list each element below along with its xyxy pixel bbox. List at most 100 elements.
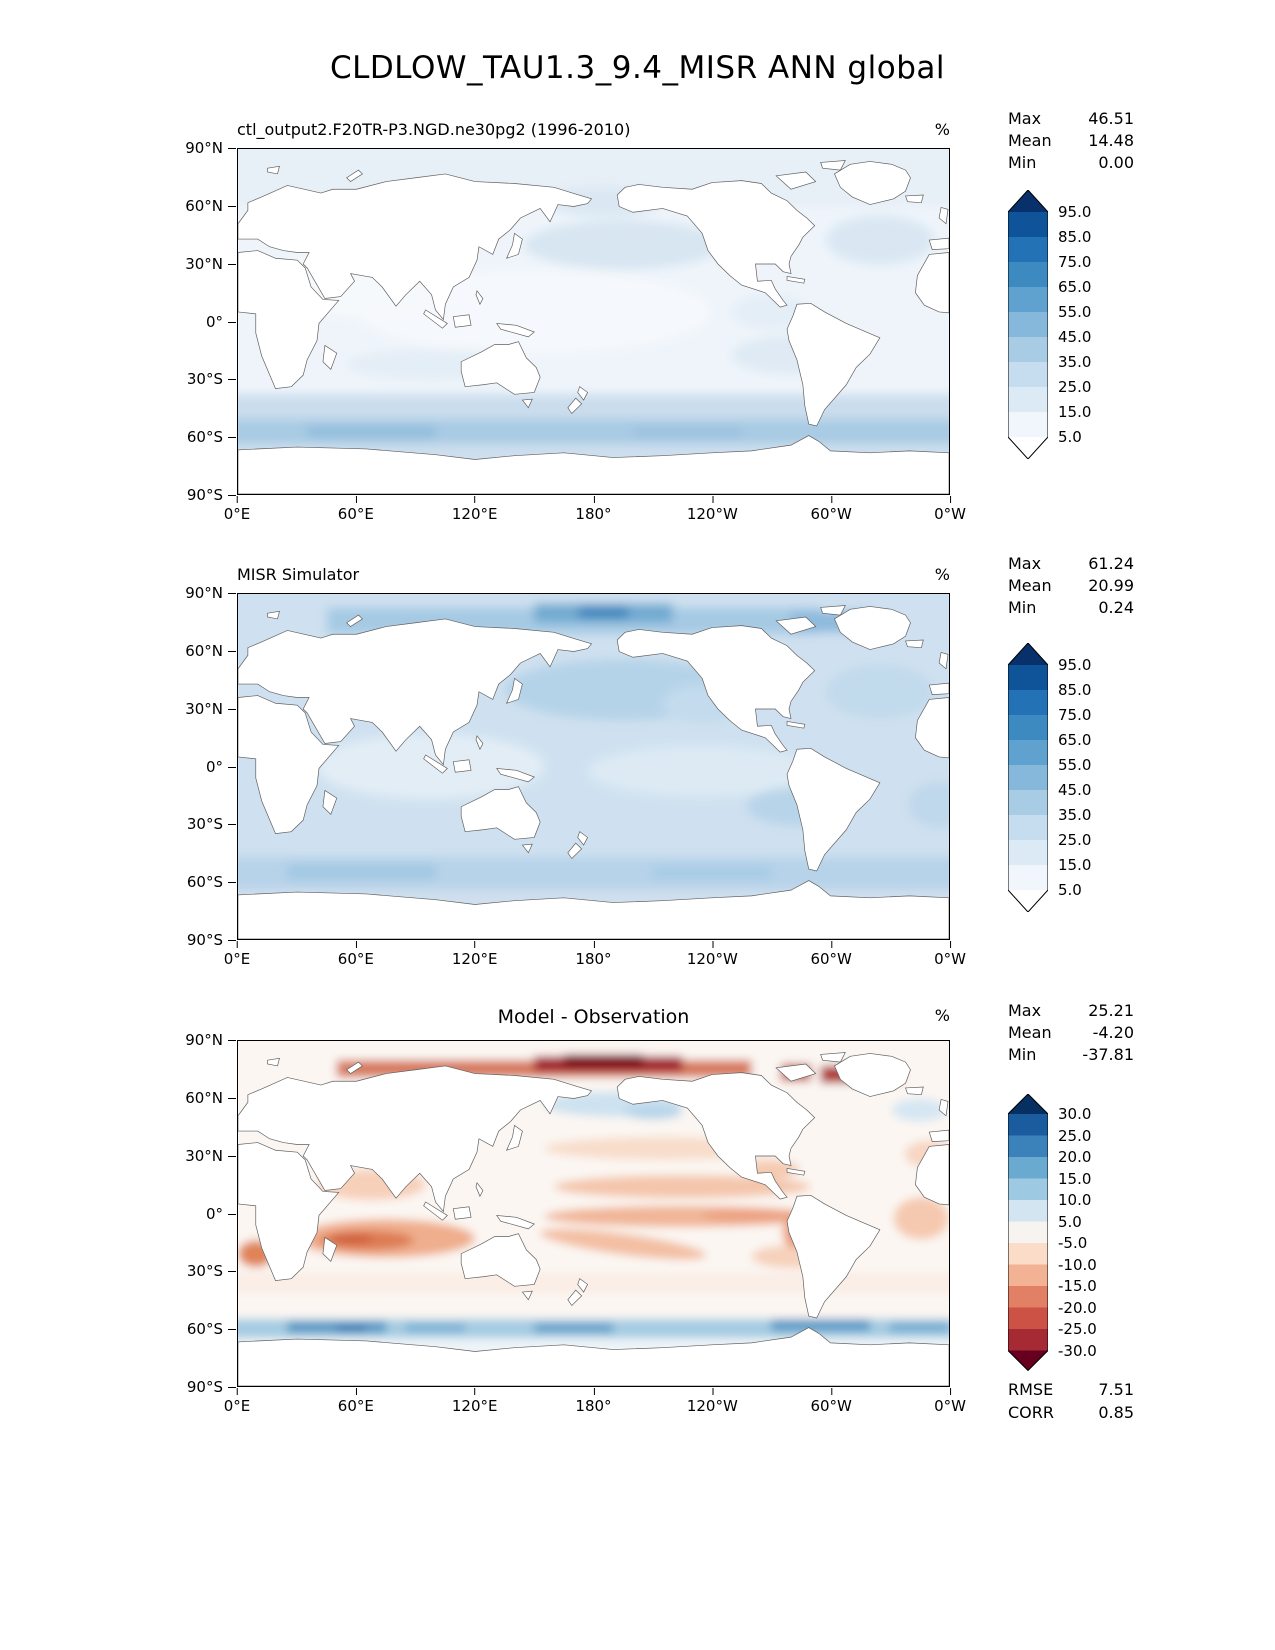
- x-tick-label: 180°: [575, 941, 612, 968]
- colorbar-segment: [1008, 765, 1048, 791]
- colorbar-svg: [1007, 1093, 1049, 1372]
- x-tick-label: 0°W: [934, 941, 966, 968]
- x-tick-label: 120°E: [451, 496, 498, 523]
- y-tick-label: 60°S: [186, 1320, 237, 1339]
- colorbar-segment: [1008, 312, 1048, 338]
- y-tick-label: 0°: [205, 757, 237, 776]
- panel-header: MISR Simulator %: [237, 565, 950, 584]
- stat-row: Mean -4.20: [1008, 1022, 1134, 1044]
- x-tick-label: 60°W: [810, 1388, 852, 1415]
- colorbar-tick-label: 25.0: [1058, 831, 1092, 849]
- stat-label: Max: [1008, 554, 1042, 573]
- colorbar-tick-label: 95.0: [1058, 656, 1092, 674]
- stat-row: Max 61.24: [1008, 553, 1134, 575]
- colorbar-segment: [1008, 715, 1048, 741]
- colorbar-tick-label: 75.0: [1058, 253, 1092, 271]
- colorbar-segment: [1008, 387, 1048, 413]
- stat-label: CORR: [1008, 1403, 1054, 1422]
- colorbar-segment: [1008, 412, 1048, 438]
- y-tick-label: 90°S: [186, 1378, 237, 1396]
- stat-row: Mean 20.99: [1008, 575, 1134, 597]
- y-tick-label: 30°S: [186, 815, 237, 834]
- x-tick-label: 60°W: [810, 496, 852, 523]
- y-tick-label: 90°N: [185, 139, 236, 157]
- colorbar-tick-label: 5.0: [1058, 428, 1082, 446]
- colorbar-segment: [1008, 362, 1048, 388]
- colorbar-tick-label: 75.0: [1058, 706, 1092, 724]
- stat-label: Mean: [1008, 131, 1052, 150]
- panel-title: MISR Simulator: [237, 565, 360, 584]
- stat-label: Max: [1008, 1001, 1042, 1020]
- colorbar-over-arrow: [1008, 1094, 1048, 1114]
- colorbar-tick-label: 25.0: [1058, 378, 1092, 396]
- y-tick-label: 0°: [205, 1204, 237, 1223]
- map-frame: [237, 593, 950, 940]
- stat-value: 0.00: [1098, 153, 1134, 172]
- stat-row: Min -37.81: [1008, 1044, 1134, 1066]
- colorbar-svg: [1007, 189, 1049, 460]
- y-tick-label: 30°N: [185, 1146, 236, 1165]
- colorbar-tick-label: -15.0: [1058, 1277, 1097, 1295]
- figure-title: CLDLOW_TAU1.3_9.4_MISR ANN global: [330, 50, 945, 86]
- colorbar-tick-label: 15.0: [1058, 403, 1092, 421]
- colorbar-segment: [1008, 1114, 1048, 1136]
- x-tick-label: 120°E: [451, 941, 498, 968]
- colorbar-segment: [1008, 1264, 1048, 1287]
- colorbar-segment: [1008, 262, 1048, 288]
- stat-row: Max 46.51: [1008, 108, 1134, 130]
- x-tick-label: 60°W: [810, 941, 852, 968]
- x-axis: 0°E 60°E 120°E 180° 120°W 60°W 0°W: [224, 941, 966, 971]
- colorbar-tick-label: 15.0: [1058, 1169, 1092, 1188]
- colorbar-under-arrow: [1008, 437, 1048, 459]
- colorbar-tick-label: 35.0: [1058, 806, 1092, 824]
- colorbar-bar: [1007, 1093, 1049, 1375]
- x-tick-label: 60°E: [337, 941, 374, 968]
- stat-label: Mean: [1008, 1023, 1052, 1042]
- stat-value: 61.24: [1088, 554, 1134, 573]
- colorbar-segment: [1008, 1221, 1048, 1244]
- stat-row: Mean 14.48: [1008, 130, 1134, 152]
- map-frame: [237, 1040, 950, 1387]
- unit-label: %: [934, 565, 950, 584]
- colorbar-tick-label: 45.0: [1058, 781, 1092, 799]
- stat-row: Min 0.24: [1008, 597, 1134, 619]
- stat-label: Min: [1008, 153, 1037, 172]
- colorbar-segment: [1008, 840, 1048, 866]
- y-tick-label: 60°N: [185, 1088, 236, 1107]
- y-tick-label: 60°N: [185, 196, 236, 215]
- stat-value: 7.51: [1098, 1380, 1134, 1399]
- x-axis: 0°E 60°E 120°E 180° 120°W 60°W 0°W: [224, 496, 966, 526]
- colorbar-tick-label: 55.0: [1058, 756, 1092, 774]
- x-tick-label: 0°W: [934, 1388, 966, 1415]
- stat-label: Max: [1008, 109, 1042, 128]
- colorbar-tick-label: 5.0: [1058, 1212, 1082, 1231]
- colorbar-tick-label: 65.0: [1058, 278, 1092, 296]
- map-difference: [238, 1041, 949, 1386]
- colorbar-segment: [1008, 1200, 1048, 1222]
- stats-block: Max 46.51 Mean 14.48 Min 0.00: [1008, 108, 1134, 174]
- panel-title: ctl_output2.F20TR-P3.NGD.ne30pg2 (1996-2…: [237, 120, 631, 139]
- colorbar-segment: [1008, 815, 1048, 841]
- y-tick-label: 90°N: [185, 1031, 236, 1049]
- y-tick-label: 90°S: [186, 931, 237, 949]
- stat-value: 25.21: [1088, 1001, 1134, 1020]
- y-tick-label: 60°N: [185, 641, 236, 660]
- colorbar-segment: [1008, 287, 1048, 313]
- map-observation: [238, 594, 949, 939]
- stat-label: Min: [1008, 598, 1037, 617]
- colorbar-tick-label: 65.0: [1058, 731, 1092, 749]
- colorbar-tick-label: 95.0: [1058, 203, 1092, 221]
- y-axis: 90°N 60°N 30°N 0° 30°S 60°S 90°S: [147, 139, 237, 504]
- colorbar-tick-label: -30.0: [1058, 1341, 1097, 1360]
- x-tick-label: 60°E: [337, 496, 374, 523]
- colorbar-segment: [1008, 337, 1048, 363]
- colorbar-segment: [1008, 1178, 1048, 1201]
- y-tick-label: 30°S: [186, 1262, 237, 1281]
- colorbar-segment: [1008, 790, 1048, 816]
- y-tick-label: 90°S: [186, 486, 237, 504]
- colorbar-tick-label: -25.0: [1058, 1320, 1097, 1338]
- colorbar-tick-label: 85.0: [1058, 681, 1092, 699]
- colorbar-svg: [1007, 642, 1049, 913]
- colorbar-bar: [1007, 189, 1049, 463]
- colorbar-tick-label: -20.0: [1058, 1298, 1097, 1317]
